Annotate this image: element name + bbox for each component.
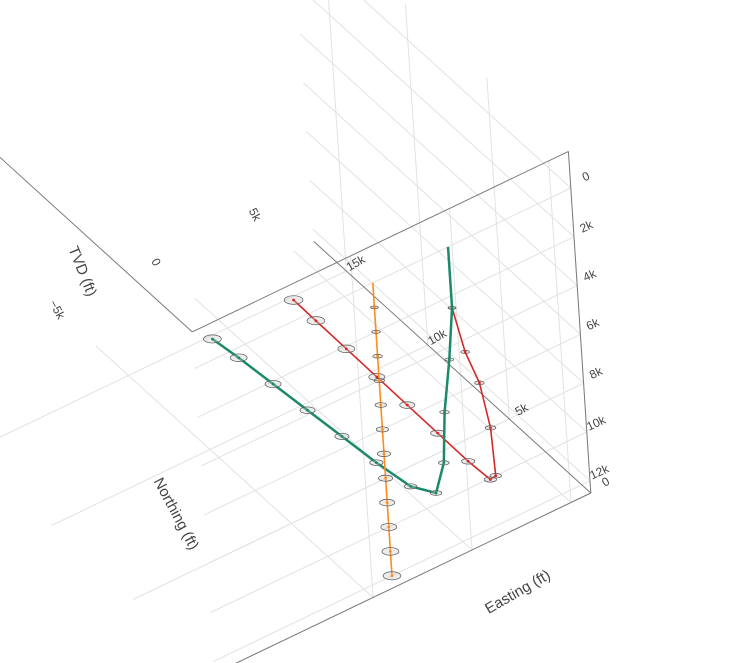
floor-grid-line-northing xyxy=(51,344,429,526)
side-grid-line-tvd xyxy=(309,180,588,433)
survey-point-marker xyxy=(450,306,454,310)
survey-point-marker xyxy=(478,381,481,385)
z-axis-title: TVD (ft) xyxy=(64,244,99,299)
back-grid-line-tvd xyxy=(213,480,591,662)
survey-point-marker xyxy=(376,354,379,358)
survey-point-marker xyxy=(377,379,381,382)
z-tick-label: 6k xyxy=(584,315,602,333)
x-axis-title: Easting (ft) xyxy=(482,567,553,618)
survey-point-marker xyxy=(211,337,214,341)
x-tick-label: −5k xyxy=(46,298,68,323)
survey-point-marker xyxy=(373,306,376,309)
survey-point-marker xyxy=(379,403,383,407)
survey-point-marker xyxy=(488,478,492,481)
floor-grid-line-easting xyxy=(95,345,374,598)
survey-point-marker xyxy=(306,408,309,412)
survey-point-marker xyxy=(237,356,241,360)
edge-top-side xyxy=(0,156,193,333)
survey-point-marker xyxy=(494,474,498,478)
floor-grid-line-easting xyxy=(194,298,473,551)
z-tick-label: 10k xyxy=(584,412,608,433)
edge-top-back xyxy=(191,150,569,333)
survey-point-marker xyxy=(384,476,387,480)
survey-point-marker xyxy=(405,403,409,407)
back-grid-line-tvd xyxy=(210,431,588,613)
back-grid-line-tvd xyxy=(207,382,584,565)
z-tick-label: 4k xyxy=(581,266,599,284)
survey-point-marker xyxy=(390,574,394,578)
axis-box-edges xyxy=(0,150,592,663)
survey-point-marker xyxy=(374,461,378,465)
survey-point-marker xyxy=(340,435,344,438)
side-grid-line-tvd xyxy=(302,82,581,335)
survey-point-marker xyxy=(374,330,378,334)
side-grid-line-tvd xyxy=(306,131,584,384)
survey-point-marker xyxy=(436,431,440,435)
back-grid-line-tvd xyxy=(197,236,575,418)
back-grid-line-tvd xyxy=(200,285,578,467)
survey-point-marker xyxy=(463,350,467,354)
back-grid-line-tvd xyxy=(194,187,572,369)
back-grid-line-easting xyxy=(449,208,473,551)
survey-point-marker xyxy=(447,358,451,361)
survey-point-marker xyxy=(382,452,386,456)
side-grid-line-tvd xyxy=(312,228,591,482)
survey-point-marker xyxy=(387,525,391,529)
z-tick-label: 8k xyxy=(587,364,605,382)
side-grid-line-tvd xyxy=(299,33,578,286)
side-grid-line-tvd xyxy=(312,0,575,238)
survey-point-marker xyxy=(375,375,379,379)
survey-point-marker xyxy=(271,382,275,386)
survey-point-marker xyxy=(409,484,413,488)
survey-point-marker xyxy=(389,550,392,553)
y-axis-title: Northing (ft) xyxy=(150,475,202,553)
z-tick-label: 2k xyxy=(578,217,596,235)
edge-easting-axis xyxy=(235,492,592,663)
edge-northing-axis xyxy=(313,241,592,494)
back-grid-line-easting xyxy=(548,160,572,503)
x-tick-label: 0 xyxy=(148,256,164,269)
survey-point-marker xyxy=(344,347,348,351)
z-tick-label: 12k xyxy=(588,461,612,482)
survey-point-marker xyxy=(314,319,318,323)
side-grid-line-tvd xyxy=(363,0,572,189)
floor-grid-line-easting xyxy=(293,250,572,503)
survey-point-marker xyxy=(385,501,389,504)
y-tick-label: 10k xyxy=(425,326,450,348)
survey-point-marker xyxy=(466,459,470,463)
trajectory-line xyxy=(293,246,497,481)
survey-point-marker xyxy=(292,298,295,302)
back-grid-line-tvd xyxy=(203,333,581,516)
side-grid-line-northing xyxy=(328,0,347,272)
z-tick-label: 0 xyxy=(580,169,592,185)
trajectory-line xyxy=(211,246,454,495)
y-tick-label: 15k xyxy=(344,252,369,274)
back-grid-line-easting xyxy=(350,255,374,598)
survey-point-marker xyxy=(489,426,492,430)
floor-grid-line-northing xyxy=(0,270,347,438)
survey-point-marker xyxy=(443,410,446,414)
survey-point-marker xyxy=(442,461,446,465)
edge-tvd-axis xyxy=(567,151,592,494)
grid-layer xyxy=(0,0,592,663)
trace-layer xyxy=(203,246,502,581)
axis-titles: Easting (ft) Northing (ft) TVD (ft) xyxy=(64,244,553,618)
survey-point-marker xyxy=(434,491,438,495)
side-grid-line-northing xyxy=(486,77,510,420)
side-grid-line-northing xyxy=(404,3,429,346)
x-tick-label: 5k xyxy=(246,206,265,225)
survey-point-marker xyxy=(381,428,384,431)
